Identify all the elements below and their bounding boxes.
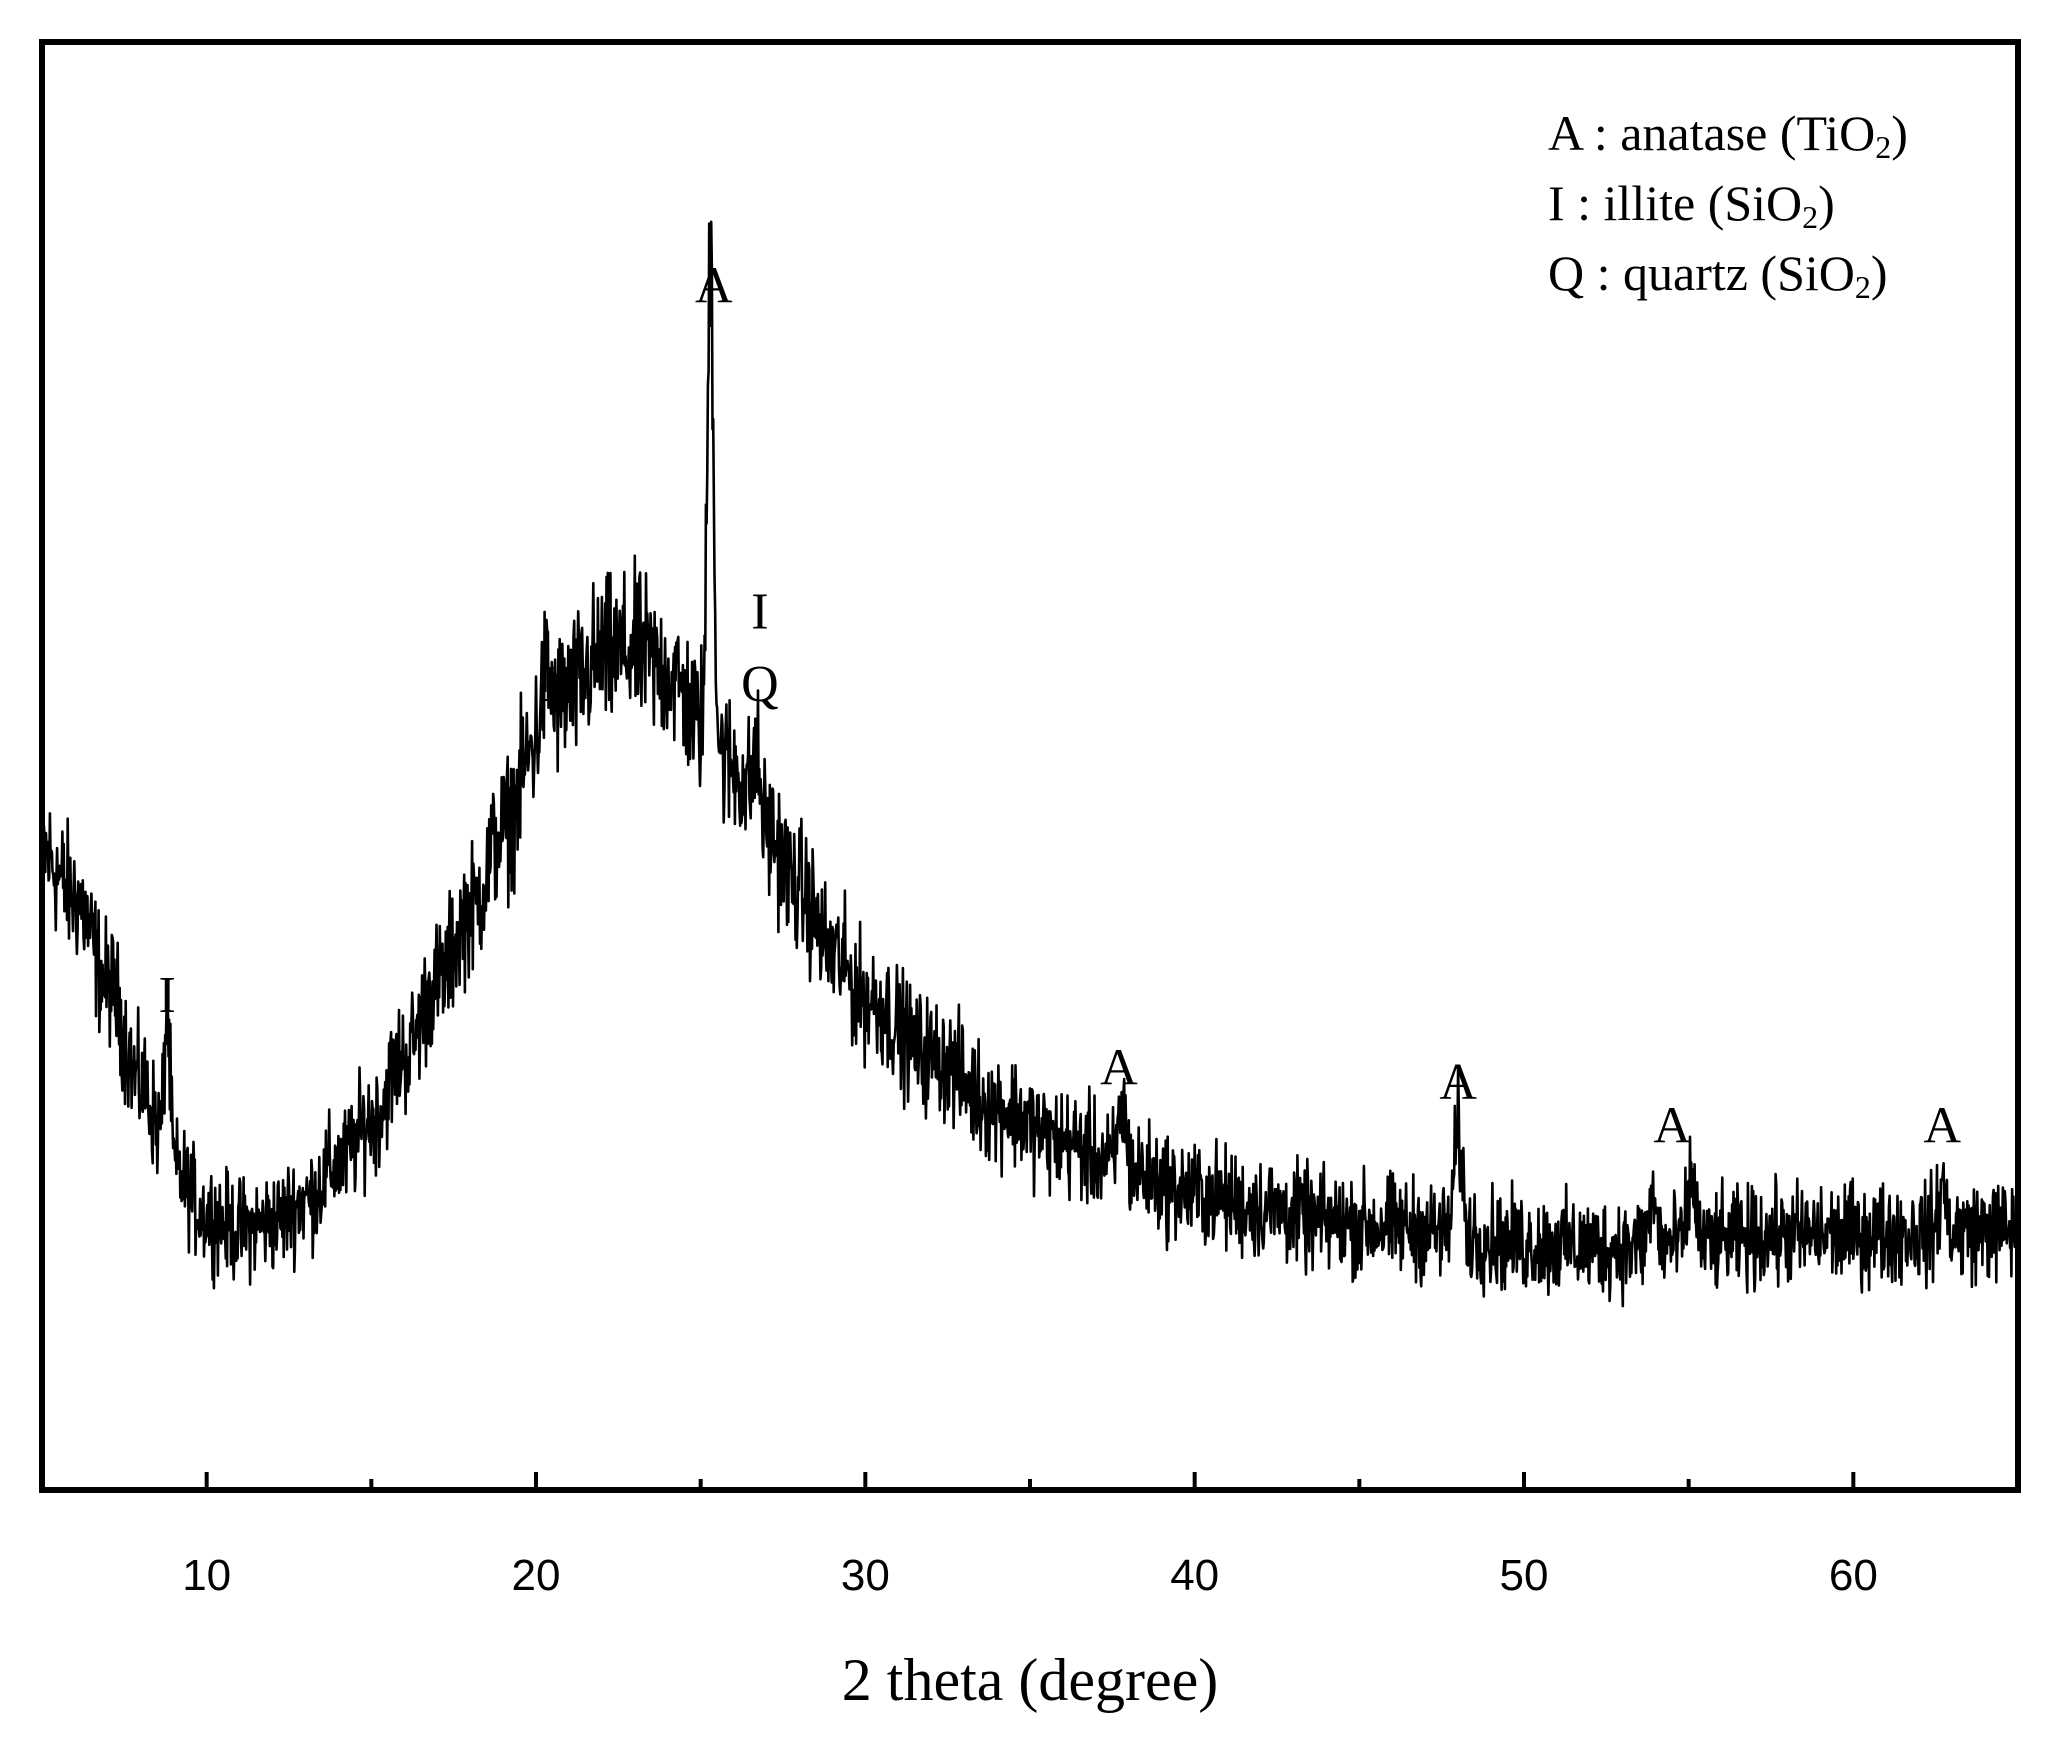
x-tick-label: 60 [1829,1551,1878,1600]
legend-entry: A : anatase (TiO2) [1548,105,1908,165]
peak-annotation: A [1923,1097,1961,1154]
peak-annotation: I [158,967,175,1024]
x-tick-label: 10 [182,1551,231,1600]
peak-annotation: A [695,258,733,315]
x-axis-label: 2 theta (degree) [842,1647,1218,1713]
legend-entry: I : illite (SiO2) [1548,175,1835,235]
legend-entry: Q : quartz (SiO2) [1548,245,1888,305]
peak-annotation: Q [741,656,779,713]
x-tick-label: 40 [1170,1551,1219,1600]
x-tick-label: 50 [1500,1551,1549,1600]
peak-annotation: A [1100,1040,1138,1097]
peak-annotation: A [1653,1097,1691,1154]
x-tick-label: 30 [841,1551,890,1600]
x-tick-label: 20 [512,1551,561,1600]
peak-annotation: A [1439,1054,1477,1111]
legend: A : anatase (TiO2) I : illite (SiO2) Q : q… [1548,105,1908,305]
peak-annotation: I [541,656,558,713]
peak-annotation: I [751,583,768,640]
xrd-series-line [40,220,2020,1308]
